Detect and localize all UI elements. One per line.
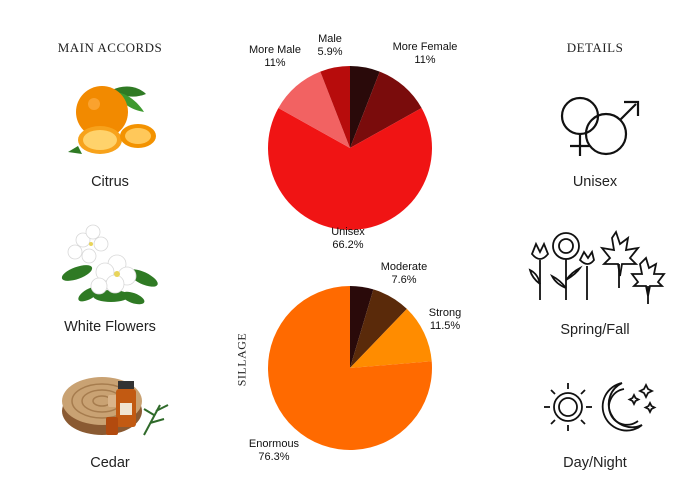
cedar-wood-icon (62, 377, 169, 436)
pie1-label-unisex: Unisex 66.2% (331, 226, 365, 251)
white-flowers-icon (61, 224, 158, 305)
accord-cedar-label: Cedar (90, 455, 130, 471)
white-flowers-image (55, 218, 165, 308)
pie2-label-strong: Strong 11.5% (428, 307, 462, 332)
pie1-slice-more-female (350, 71, 422, 148)
pie1-slice-male (320, 66, 350, 148)
detail-spring-fall-label: Spring/Fall (560, 322, 630, 338)
gender-symbols-icon (550, 90, 646, 165)
sillage-pie-chart (268, 286, 432, 450)
pie1-label-male: Male 5.9% (317, 33, 343, 58)
detail-unisex-label: Unisex (572, 174, 618, 190)
sillage-axis-title: SILLAGE (234, 332, 249, 387)
detail-day-night-label: Day/Night (563, 455, 627, 471)
pie1-slice-unisex (268, 108, 432, 230)
pie2-slice-strong (350, 308, 432, 368)
main-accords-title: MAIN ACCORDS (57, 40, 163, 55)
pie1-slice-female (350, 66, 380, 148)
pie1-label-more-male: More Male 11% (249, 44, 301, 69)
pie2-label-enormous: Enormous 76.3% (248, 438, 300, 463)
cedar-image (60, 365, 170, 440)
accord-white-flowers-label: White Flowers (64, 319, 156, 335)
orange-fruit-icon (68, 86, 156, 154)
sun-and-moon-icon (538, 373, 658, 441)
pie2-label-moderate: Moderate 7.6% (380, 261, 428, 286)
accord-citrus-label: Citrus (91, 174, 129, 190)
pie2-slice-moderate (350, 289, 407, 368)
gender-pie-chart (268, 66, 432, 230)
details-title: DETAILS (566, 40, 624, 55)
pie2-slice-enormous (268, 286, 432, 450)
flower-and-maple-leaf-icon (524, 228, 670, 306)
pie1-label-more-female: More Female 11% (392, 41, 458, 66)
citrus-image (60, 80, 160, 160)
pie1-slice-more-male (278, 71, 350, 148)
pie2-slice-intimate (350, 286, 374, 368)
